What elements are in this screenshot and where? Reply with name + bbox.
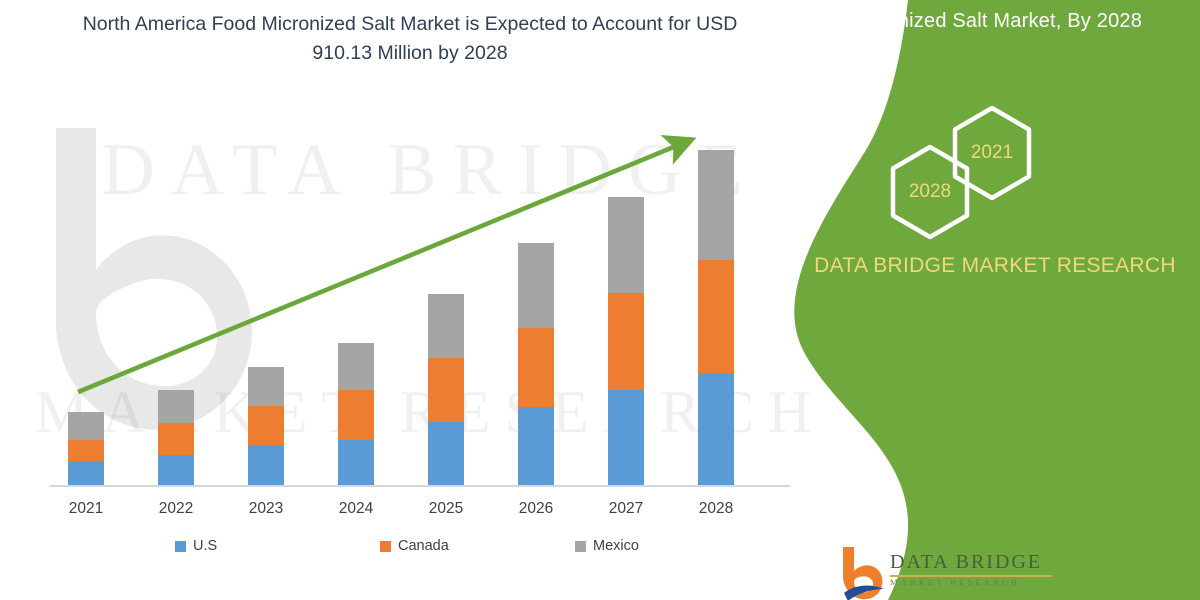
bar-segment-canada-2022: [158, 423, 194, 456]
legend-swatch-icon: [575, 540, 586, 552]
legend-swatch-icon: [380, 540, 391, 552]
bar-2023: [248, 366, 284, 485]
bar-segment-us-2021: [68, 461, 104, 485]
dbmr-logo-tagline: MARKET RESEARCH: [890, 577, 1021, 587]
x-axis-label-2022: 2022: [158, 500, 194, 517]
bar-segment-us-2023: [248, 444, 284, 485]
bar-segment-mexico-2028: [698, 150, 734, 261]
bar-segment-us-2024: [338, 440, 374, 485]
panel-title: Micronized Salt Market, By 2028: [847, 10, 1143, 32]
x-axis-label-2027: 2027: [608, 500, 644, 517]
bar-2024: [338, 342, 374, 485]
bar-2028: [698, 150, 734, 485]
legend-label: Mexico: [593, 538, 639, 554]
x-axis-line: [50, 485, 790, 487]
dbmr-logo-rule: [890, 575, 1052, 577]
legend-label: U.S: [193, 538, 218, 554]
bar-segment-canada-2026: [518, 327, 554, 407]
bar-segment-us-2026: [518, 406, 554, 485]
panel-shape: [794, 0, 1200, 600]
hexagon-2021: 2021: [949, 104, 1035, 202]
bar-segment-us-2027: [608, 390, 644, 485]
dbmr-logo: DATA BRIDGE MARKET RESEARCH: [838, 545, 1098, 600]
bar-segment-canada-2021: [68, 440, 104, 462]
chart-area: DATA BRIDGE MARKET RESEARCH North Americ…: [35, 13, 812, 564]
x-axis-label-2024: 2024: [338, 500, 374, 517]
bar-segment-mexico-2021: [68, 412, 104, 441]
bar-segment-canada-2023: [248, 405, 284, 445]
dbmr-logo-name: DATA BRIDGE: [890, 551, 1043, 573]
bar-segment-us-2025: [428, 422, 464, 485]
bar-segment-mexico-2027: [608, 196, 644, 293]
hexagon-group: 2021 2028: [855, 104, 1115, 244]
bar-segment-mexico-2025: [428, 293, 464, 358]
bar-segment-canada-2028: [698, 260, 734, 374]
x-axis-label-2023: 2023: [248, 500, 284, 517]
brand-name: DATA BRIDGE MARKET RESEARCH: [814, 254, 1176, 277]
hexagon-2028: 2028: [887, 143, 973, 241]
bar-segment-mexico-2022: [158, 390, 194, 424]
bar-segment-canada-2027: [608, 292, 644, 391]
x-axis-label-2021: 2021: [68, 500, 104, 517]
bar-segment-canada-2025: [428, 357, 464, 423]
legend-item-canada[interactable]: Canada: [380, 538, 449, 554]
brand-panel: Micronized Salt Market, By 2028 2021 202…: [780, 0, 1200, 600]
bar-2027: [608, 196, 644, 485]
dbmr-logo-mark-icon: [842, 547, 884, 600]
x-axis-label-2025: 2025: [428, 500, 464, 517]
legend-swatch-icon: [175, 540, 186, 552]
bar-segment-canada-2024: [338, 390, 374, 441]
bar-segment-mexico-2024: [338, 342, 374, 391]
bar-2025: [428, 293, 464, 485]
bar-segment-mexico-2023: [248, 366, 284, 406]
x-axis-label-2028: 2028: [698, 500, 734, 517]
bar-segment-mexico-2026: [518, 242, 554, 328]
bar-2026: [518, 242, 554, 485]
bar-segment-us-2022: [158, 455, 194, 485]
legend-item-us[interactable]: U.S: [175, 538, 217, 554]
hexagon-2021-label: 2021: [970, 142, 1014, 163]
chart-legend: U.S Canada Mexico: [50, 538, 790, 564]
legend-item-mexico[interactable]: Mexico: [575, 538, 639, 554]
bar-2022: [158, 390, 194, 485]
bar-2021: [68, 412, 104, 485]
bar-segment-us-2028: [698, 373, 734, 485]
legend-label: Canada: [398, 538, 449, 554]
chart-title: North America Food Micronized Salt Marke…: [82, 13, 738, 64]
hexagon-2028-label: 2028: [908, 181, 952, 202]
x-axis-label-2026: 2026: [518, 500, 554, 517]
